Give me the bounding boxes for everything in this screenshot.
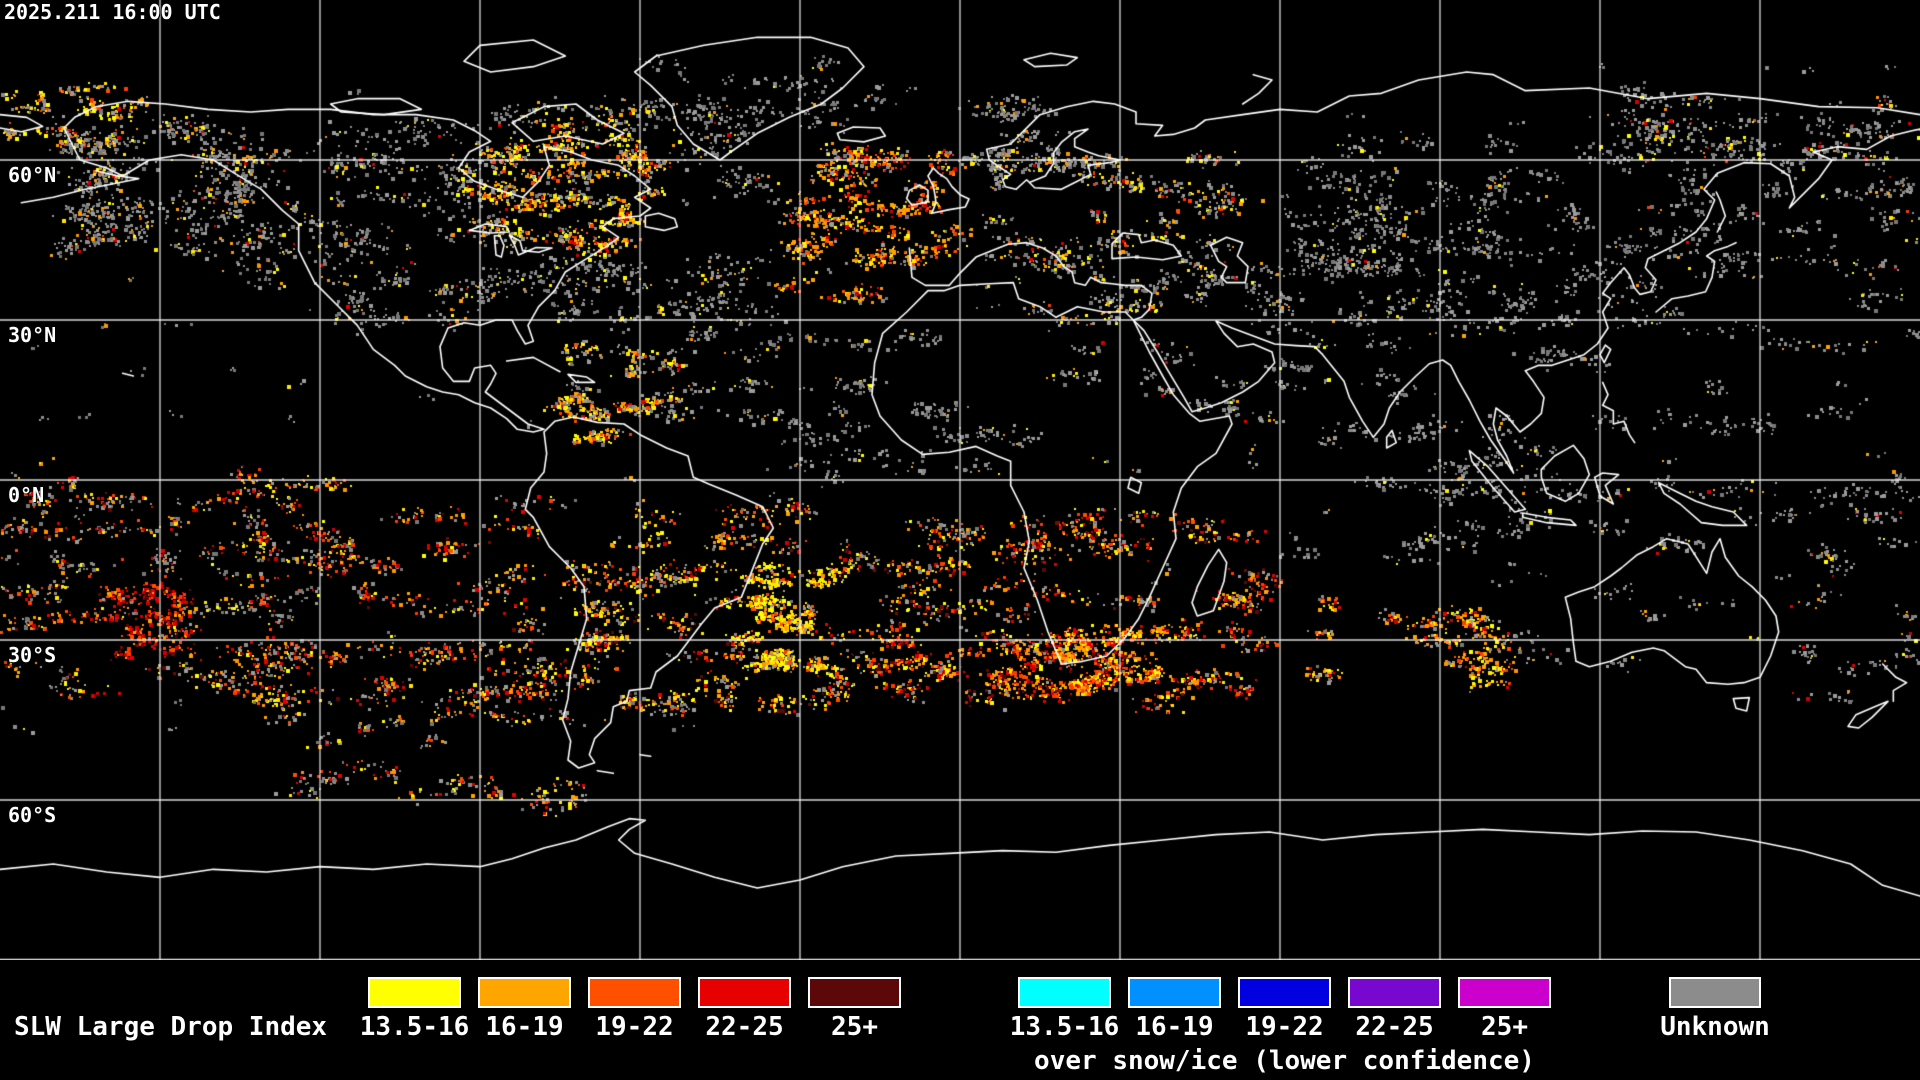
legend-swatch-unknown xyxy=(1669,977,1761,1008)
legend-swatch xyxy=(808,977,901,1008)
legend-group-snow-ice: 13.5-16 16-19 19-22 22-25 25+ xyxy=(1010,977,1551,1040)
legend-group-standard: 13.5-16 16-19 19-22 22-25 25+ xyxy=(360,977,901,1040)
legend-item: 13.5-16 xyxy=(360,977,469,1040)
legend-swatch xyxy=(1348,977,1441,1008)
legend-range-label: 13.5-16 xyxy=(1009,1012,1120,1042)
latitude-label: 60°N xyxy=(8,163,57,187)
legend-item: 25+ xyxy=(1458,977,1551,1040)
legend-item: 19-22 xyxy=(1238,977,1331,1040)
legend-range-label: 16-19 xyxy=(485,1012,564,1042)
legend-swatch xyxy=(368,977,461,1008)
legend-item: 25+ xyxy=(808,977,901,1040)
legend-item: 22-25 xyxy=(1348,977,1441,1040)
legend-swatch xyxy=(1018,977,1111,1008)
legend-swatch xyxy=(1238,977,1331,1008)
legend-label-unknown: Unknown xyxy=(1660,1012,1770,1042)
legend-range-label: 19-22 xyxy=(1245,1012,1324,1042)
latitude-label: 30°N xyxy=(8,323,57,347)
legend-title: SLW Large Drop Index xyxy=(14,1012,328,1042)
timestamp-label: 2025.211 16:00 UTC xyxy=(4,0,221,24)
world-map-canvas xyxy=(0,0,1920,960)
latitude-label: 0°N xyxy=(8,483,45,507)
legend-range-label: 25+ xyxy=(1481,1012,1528,1042)
legend-range-label: 13.5-16 xyxy=(359,1012,470,1042)
legend-range-label: 16-19 xyxy=(1135,1012,1214,1042)
legend: SLW Large Drop Index 13.5-16 16-19 19-22 22… xyxy=(0,960,1920,1080)
legend-swatch xyxy=(1458,977,1551,1008)
legend-swatch xyxy=(588,977,681,1008)
legend-item: 16-19 xyxy=(478,977,571,1040)
legend-item: 22-25 xyxy=(698,977,791,1040)
legend-range-label: 22-25 xyxy=(1355,1012,1434,1042)
snow-ice-caption: over snow/ice (lower confidence) xyxy=(1034,1046,1535,1076)
latitude-label: 60°S xyxy=(8,803,57,827)
legend-item: 19-22 xyxy=(588,977,681,1040)
legend-range-label: 22-25 xyxy=(705,1012,784,1042)
legend-range-label: 19-22 xyxy=(595,1012,674,1042)
latitude-label: 30°S xyxy=(8,643,57,667)
legend-swatch xyxy=(698,977,791,1008)
legend-item: 13.5-16 xyxy=(1010,977,1119,1040)
legend-group-unknown: Unknown xyxy=(1660,977,1770,1040)
legend-swatch xyxy=(478,977,571,1008)
legend-item: 16-19 xyxy=(1128,977,1221,1040)
legend-item-unknown: Unknown xyxy=(1660,977,1770,1040)
legend-swatch xyxy=(1128,977,1221,1008)
legend-range-label: 25+ xyxy=(831,1012,878,1042)
